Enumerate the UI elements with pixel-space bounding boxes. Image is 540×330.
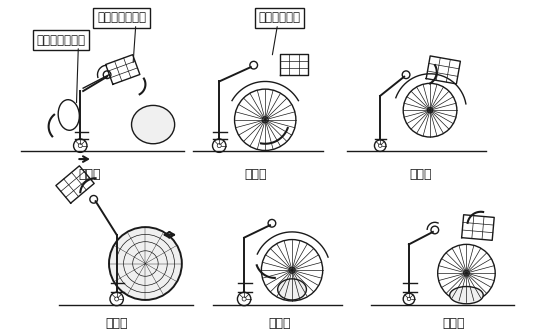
Ellipse shape [132, 105, 174, 144]
Circle shape [109, 227, 182, 300]
Circle shape [90, 195, 98, 203]
Circle shape [402, 71, 410, 79]
Ellipse shape [450, 286, 483, 304]
Circle shape [242, 297, 246, 301]
Circle shape [427, 108, 433, 113]
Circle shape [73, 139, 87, 152]
Circle shape [78, 144, 82, 148]
Text: （ｆ）: （ｆ） [443, 317, 465, 330]
Circle shape [261, 240, 323, 301]
Circle shape [103, 71, 111, 79]
Circle shape [289, 267, 295, 273]
Circle shape [262, 117, 268, 123]
Circle shape [250, 61, 258, 69]
Ellipse shape [278, 279, 306, 300]
Text: （ｅ）: （ｅ） [268, 317, 291, 330]
Text: （ｃ）: （ｃ） [409, 168, 431, 181]
Circle shape [268, 219, 276, 227]
Circle shape [431, 226, 438, 234]
Text: （ａ）: （ａ） [79, 168, 101, 181]
Text: アッパーアーム: アッパーアーム [97, 12, 146, 24]
Text: ターンテーブル: ターンテーブル [37, 34, 86, 47]
Circle shape [463, 270, 469, 276]
Circle shape [407, 297, 411, 301]
Circle shape [374, 140, 386, 151]
Circle shape [217, 144, 221, 148]
Circle shape [238, 292, 251, 306]
Circle shape [438, 244, 495, 302]
Circle shape [403, 83, 457, 137]
Circle shape [114, 297, 119, 301]
Ellipse shape [58, 100, 79, 130]
Circle shape [234, 89, 296, 150]
Circle shape [213, 139, 226, 152]
Circle shape [403, 293, 415, 305]
Circle shape [379, 144, 382, 148]
Circle shape [110, 292, 123, 306]
Text: サイドアーム: サイドアーム [259, 12, 301, 24]
Text: （ｂ）: （ｂ） [245, 168, 267, 181]
Text: （ｄ）: （ｄ） [105, 317, 128, 330]
